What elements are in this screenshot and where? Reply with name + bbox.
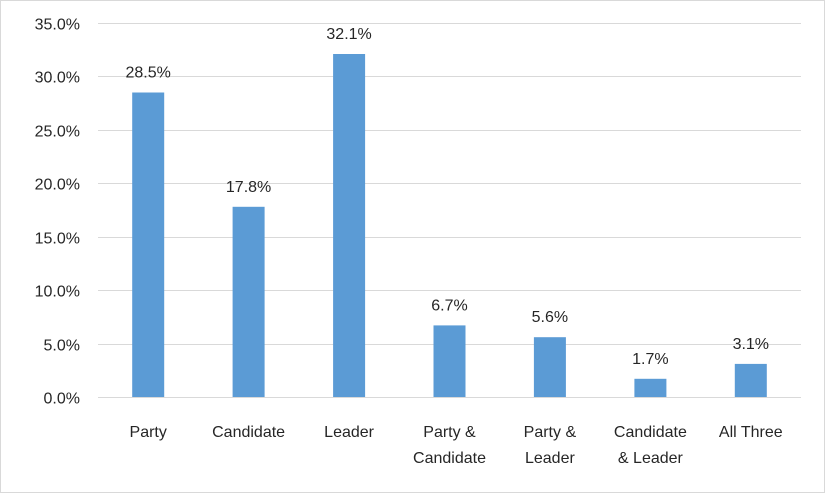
x-axis: Party Candidate Leader Party & CandidatePart… xyxy=(130,424,783,467)
data-label: 28.5% xyxy=(126,65,171,82)
bar xyxy=(734,363,767,397)
y-axis: 0.0% 5.0% 10.0% 15.0% 20.0% 25.0% 30.0% 35.0% xyxy=(35,17,80,408)
y-tick-label: 0.0% xyxy=(44,391,80,408)
bar xyxy=(232,206,265,397)
y-tick-label: 30.0% xyxy=(35,70,80,87)
category-label: Leader xyxy=(324,424,374,441)
bars xyxy=(132,54,767,397)
data-label: 6.7% xyxy=(431,297,467,314)
data-label: 1.7% xyxy=(632,351,668,368)
data-label: 32.1% xyxy=(326,26,371,43)
data-label: 17.8% xyxy=(226,179,271,196)
y-tick-label: 35.0% xyxy=(35,17,80,34)
y-tick-label: 15.0% xyxy=(35,231,80,248)
bar xyxy=(433,325,466,397)
category-label-line: Party xyxy=(130,424,167,441)
bar xyxy=(533,337,566,397)
category-label-line: & Leader xyxy=(618,450,684,467)
category-label-line: Candidate xyxy=(614,424,687,441)
category-label-line: Party & xyxy=(524,424,577,441)
y-tick-label: 25.0% xyxy=(35,124,80,141)
category-label-line: Candidate xyxy=(413,450,486,467)
category-label: Candidate xyxy=(212,424,285,441)
category-label: All Three xyxy=(719,424,783,441)
category-label: Party & Leader xyxy=(524,424,577,467)
y-tick-label: 10.0% xyxy=(35,284,80,301)
bar xyxy=(634,378,667,397)
y-tick-label: 20.0% xyxy=(35,177,80,194)
gridlines xyxy=(98,23,801,398)
category-label: Party xyxy=(130,424,167,441)
data-label: 5.6% xyxy=(532,309,568,326)
category-label-line: Party & xyxy=(423,424,476,441)
category-label: Party & Candidate xyxy=(413,424,486,467)
category-label-line: Candidate xyxy=(212,424,285,441)
category-label: Candidate & Leader xyxy=(614,424,687,467)
category-label-line: All Three xyxy=(719,424,783,441)
data-label: 3.1% xyxy=(733,336,769,353)
category-label-line: Leader xyxy=(324,424,374,441)
y-tick-label: 5.0% xyxy=(44,338,80,355)
data-labels: 28.5% 17.8% 32.1% 6.7% 5.6% 1.7% 3.1% xyxy=(126,26,770,368)
bar xyxy=(333,54,366,397)
bar xyxy=(132,92,165,397)
category-label-line: Leader xyxy=(525,450,575,467)
